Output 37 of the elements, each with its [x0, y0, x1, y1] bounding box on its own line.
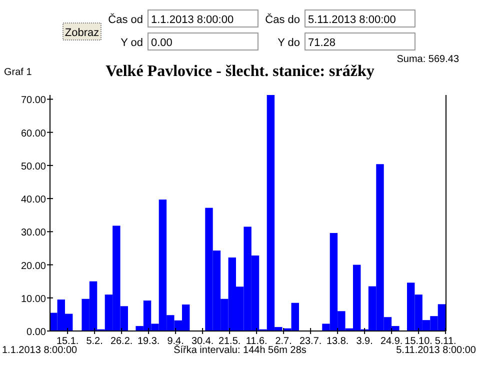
text: Šířka intervalu: 144h 56m 28s [174, 344, 306, 356]
button: Zobraz [62, 22, 102, 40]
text: Suma: 569.43 [396, 54, 460, 65]
y-tick-label: 70.00 [20, 95, 46, 106]
text: Y do [278, 37, 300, 49]
text: Y od [120, 37, 143, 49]
y-tick-label: 50.00 [20, 161, 46, 172]
text: Čas od [108, 13, 143, 26]
y-tick-label: 40.00 [20, 194, 46, 206]
x-tick-label: 15.10. [404, 336, 432, 347]
text: Graf 1 [4, 67, 32, 78]
y-tick-label: 20.00 [20, 260, 46, 272]
x-tick-label: 11.6. [246, 336, 268, 347]
text-field: 0.00 [148, 32, 258, 50]
text-field: 71.28 [304, 32, 416, 50]
text: 1.1.2013 8:00:00 [2, 345, 78, 356]
x-tick-label: 24.9. [380, 336, 403, 347]
y-tick-label: 60.00 [20, 128, 46, 140]
x-tick-label: 23.7. [299, 336, 322, 347]
text-field: 5.11.2013 8:00:00 [304, 10, 416, 28]
y-tick-label: 0.00 [26, 327, 46, 338]
y-tick-label: 30.00 [20, 228, 46, 239]
x-tick-label: 30.4. [191, 336, 214, 347]
x-tick-label: 5.2. [86, 336, 103, 347]
y-tick-label: 10.00 [20, 294, 46, 305]
x-tick-label: 19.3. [137, 336, 160, 347]
chart-title: Velké Pavlovice - šlecht. stanice: srážky [106, 63, 374, 80]
x-tick-label: 21.5. [218, 336, 241, 347]
text: 5.11.2013 8:00:00 [396, 345, 476, 356]
x-tick-label: 26.2. [110, 336, 133, 347]
text: Čas do [265, 13, 300, 26]
x-tick-label: 5.11. [434, 336, 456, 347]
x-tick-label: 15.1. [56, 336, 79, 347]
x-tick-label: 3.9. [356, 336, 373, 347]
x-tick-label: 2.7. [275, 336, 292, 347]
x-tick-label: 13.8. [326, 336, 349, 347]
text-field: 1.1.2013 8:00:00 [148, 10, 258, 28]
